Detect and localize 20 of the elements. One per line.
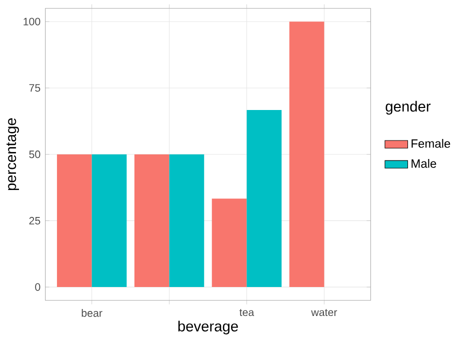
bar [289, 22, 324, 288]
bar [56, 154, 92, 288]
x-tick-label: tea [239, 309, 254, 316]
bar [134, 154, 170, 288]
y-tick-label: 0 [35, 283, 40, 291]
y-axis-title: percentage [6, 118, 19, 190]
bar [169, 154, 204, 288]
bar [246, 110, 282, 288]
legend-title: gender [386, 100, 431, 115]
y-tick-label: 50 [29, 150, 40, 158]
x-tick-label: bear [82, 309, 102, 317]
y-tick-label: 25 [29, 216, 40, 224]
y-tick-label: 75 [29, 84, 40, 92]
bar [212, 198, 247, 288]
x-axis-title: beverage [178, 320, 238, 334]
y-tick-label: 100 [24, 18, 40, 26]
bar [92, 154, 127, 288]
legend-label: Female [412, 138, 450, 148]
x-tick-label: water [311, 309, 338, 316]
legend-label: Male [412, 158, 436, 168]
